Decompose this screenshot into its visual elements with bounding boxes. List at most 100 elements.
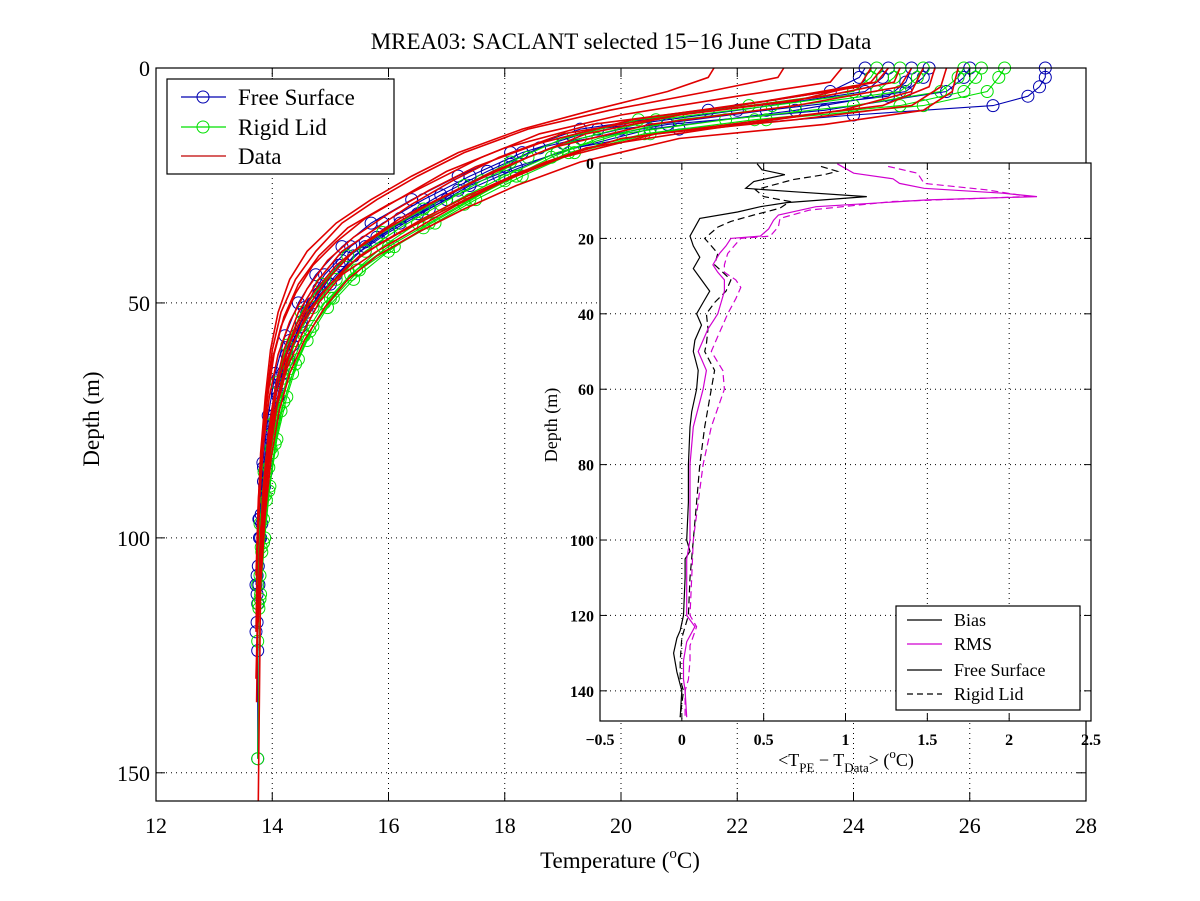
rigid-lid-marker [251,752,265,766]
rigid-lid-marker [350,263,363,277]
series-data [255,67,959,801]
inset-x-tick-label: 1.5 [917,732,937,749]
free-surface-marker [1021,89,1035,103]
inset-legend-label-rms: RMS [954,634,992,654]
rigid-lid-marker [951,70,965,84]
inset-x-tick-label: 2.5 [1081,732,1101,749]
free-surface-marker [1038,70,1052,84]
free-surface-marker [1033,80,1046,94]
rigid-lid-marker [341,249,355,263]
inset-legend: Bias RMS Free Surface Rigid Lid [895,605,1081,711]
inset-y-tick-label: 120 [570,608,594,625]
legend-label-data: Data [238,144,281,169]
rigid-lid-marker [253,517,267,531]
main-x-tick-label: 24 [843,813,865,838]
main-x-tick-label: 20 [610,813,632,838]
rigid-lid-marker [980,85,994,98]
inset-plot-area [672,163,1038,718]
free-surface-marker [332,258,346,272]
inset-x-tick-label: 0.5 [754,732,774,749]
inset-legend-label-rigid-lid: Rigid Lid [954,684,1024,704]
legend-entry-data: Data [181,144,281,169]
rigid-lid-marker [969,70,983,84]
inset-x-tick-label: 0 [678,732,686,749]
main-x-tick-label: 22 [726,813,748,838]
legend-marker-free-surface [196,90,210,104]
data-profile-line [256,67,715,520]
rigid-lid-marker [498,174,512,188]
main-x-tick-label: 18 [494,813,516,838]
inset-y-axis-label: Depth (m) [541,388,562,462]
inset-legend-entry-rms: RMS [907,634,992,654]
rigid-lid-marker [992,70,1006,84]
legend-marker-rigid-lid [196,120,210,134]
main-x-tick-label: 28 [1075,813,1097,838]
rigid-lid-marker [289,334,302,347]
main-axes: MREA03: SACLANT selected 15−16 June CTD … [79,29,1097,873]
free-surface-marker [364,216,378,230]
inset-legend-label-free-surface: Free Surface [954,660,1045,680]
inset-x-tick-label: 2 [1005,732,1013,749]
main-legend: Free Surface Rigid Lid Data [166,78,395,175]
inset-legend-entry-rigid-lid: Rigid Lid [907,684,1024,704]
inset-y-tick-label: 20 [578,231,594,248]
inset-y-tick-label: 140 [570,684,594,701]
inset-legend-entry-bias: Bias [907,610,986,630]
inset-x-tick-label: −0.5 [585,732,614,749]
data-profile-line [258,67,936,595]
rigid-lid-marker [457,179,471,192]
free-surface-marker [986,99,1000,113]
rigid-lid-marker [887,70,901,84]
rigid-lid-marker [637,127,651,141]
rigid-lid-profile-line [257,67,982,759]
data-profile-line [255,67,884,703]
inset-axes: −0.5 0 0.5 1 1.5 2 2.5 0 20 40 60 80 100 120 140 <TPE … [541,156,1101,775]
main-x-tick-label: 14 [261,813,283,838]
legend-label-free-surface: Free Surface [238,85,355,110]
rigid-lid-marker [376,226,390,239]
inset-line-bias-free-surface [672,163,867,718]
inset-x-axis-label: <TPE − TData> (oC) [778,746,914,775]
inset-line-bias-rigid-lid [679,165,840,718]
inset-line-rms-rigid-lid [684,165,1028,718]
inset-x-tick-label: 1 [842,732,850,749]
rigid-lid-marker [358,244,372,258]
main-x-tick-label: 12 [145,813,167,838]
data-profile-line [257,67,959,801]
free-surface-marker [451,169,465,183]
rigid-lid-marker [910,70,924,84]
inset-y-tick-label: 40 [578,307,594,324]
inset-y-tick-label: 80 [578,458,594,475]
inset-y-tick-label: 60 [578,382,594,399]
data-profile-line [255,67,785,595]
inset-legend-box [895,605,1081,711]
main-y-tick-label: 100 [117,526,150,551]
data-profile-line [256,67,843,567]
inset-y-tick-label: 100 [570,533,594,550]
rigid-lid-marker [326,291,340,305]
legend-label-rigid-lid: Rigid Lid [238,115,327,140]
legend-entry-free-surface: Free Surface [181,85,355,110]
inset-legend-label-bias: Bias [954,610,986,630]
inset-legend-entry-free-surface: Free Surface [907,660,1045,680]
main-y-axis-label: Depth (m) [79,371,104,466]
main-x-tick-label: 16 [378,813,400,838]
main-y-tick-label: 50 [128,291,150,316]
inset-y-tick-label: 0 [586,156,594,173]
free-surface-marker [405,193,419,207]
data-profile-line [259,67,948,576]
rigid-lid-marker [329,272,343,286]
rigid-lid-marker [957,85,971,98]
rigid-lid-marker [323,291,337,305]
legend-entry-rigid-lid: Rigid Lid [181,115,327,140]
inset-ticks: −0.5 0 0.5 1 1.5 2 2.5 0 20 40 60 80 100 120 140 [570,156,1101,749]
main-x-tick-label: 26 [959,813,981,838]
main-y-tick-label: 0 [139,56,150,81]
rigid-lid-marker [352,263,366,277]
main-title: MREA03: SACLANT selected 15−16 June CTD … [371,29,872,54]
main-x-axis-label: Temperature (oC) [540,846,700,873]
main-y-tick-label: 150 [117,761,150,786]
main-plot-area [249,61,1052,801]
